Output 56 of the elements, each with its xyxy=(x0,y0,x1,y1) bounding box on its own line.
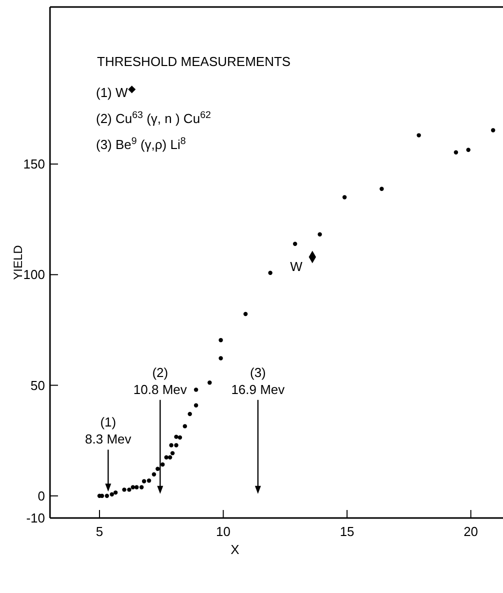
point xyxy=(174,443,178,448)
point xyxy=(168,455,172,460)
annotation: (3) Be$^{9}$ (γ,ρ) Li$^{8}$ xyxy=(96,136,186,152)
annotation: (1) 8.3 Mev xyxy=(85,414,132,447)
ref-line-label: (3) 16.9 Mev xyxy=(231,364,286,397)
ref-line-label: (2) 10.8 Mev xyxy=(133,364,188,397)
x-tick-label: 5 xyxy=(96,524,104,539)
point xyxy=(169,443,174,448)
point xyxy=(127,488,132,492)
point xyxy=(194,403,198,408)
y-tick-label: 0 xyxy=(38,488,45,504)
point xyxy=(174,434,178,439)
point xyxy=(152,472,156,477)
point xyxy=(178,435,182,440)
point xyxy=(110,492,114,496)
point xyxy=(142,479,146,484)
point xyxy=(454,150,458,154)
point xyxy=(160,462,165,467)
point xyxy=(466,148,470,152)
point xyxy=(146,478,152,483)
point xyxy=(243,312,248,316)
point xyxy=(268,270,272,276)
y-tick-label: 50 xyxy=(30,378,45,393)
y-tick-label: 100 xyxy=(23,267,45,282)
point xyxy=(292,242,298,246)
point xyxy=(208,380,212,385)
point xyxy=(164,455,168,460)
point xyxy=(156,466,160,471)
point xyxy=(218,356,223,360)
point xyxy=(490,128,496,132)
x-tick-label: 10 xyxy=(216,524,231,539)
point xyxy=(134,485,139,490)
point xyxy=(342,195,347,200)
point xyxy=(188,412,192,416)
y-axis-title: YIELD xyxy=(11,244,25,280)
x-tick-label: 20 xyxy=(464,524,478,539)
y-tick-label: -10 xyxy=(26,510,45,526)
annotation: (2) Cu$^{63}$ (γ, n ) Cu$^{62}$ xyxy=(96,110,211,126)
x-tick-label: 15 xyxy=(340,524,354,539)
point xyxy=(113,490,118,495)
point xyxy=(416,133,421,138)
point xyxy=(122,488,126,492)
point xyxy=(218,338,223,342)
y-tick-label: 150 xyxy=(23,156,45,172)
point xyxy=(380,186,384,191)
x-axis-title: X xyxy=(230,542,240,557)
point xyxy=(130,485,136,490)
point xyxy=(182,424,188,428)
point xyxy=(170,451,175,456)
annotation: (1) W$^{◆}$ xyxy=(96,84,136,100)
point xyxy=(318,232,322,237)
point xyxy=(104,494,110,498)
point xyxy=(194,388,198,392)
text: THRESHOLD MEASUREMENTS xyxy=(97,54,291,69)
series-label: W xyxy=(290,258,304,274)
point xyxy=(139,485,144,490)
